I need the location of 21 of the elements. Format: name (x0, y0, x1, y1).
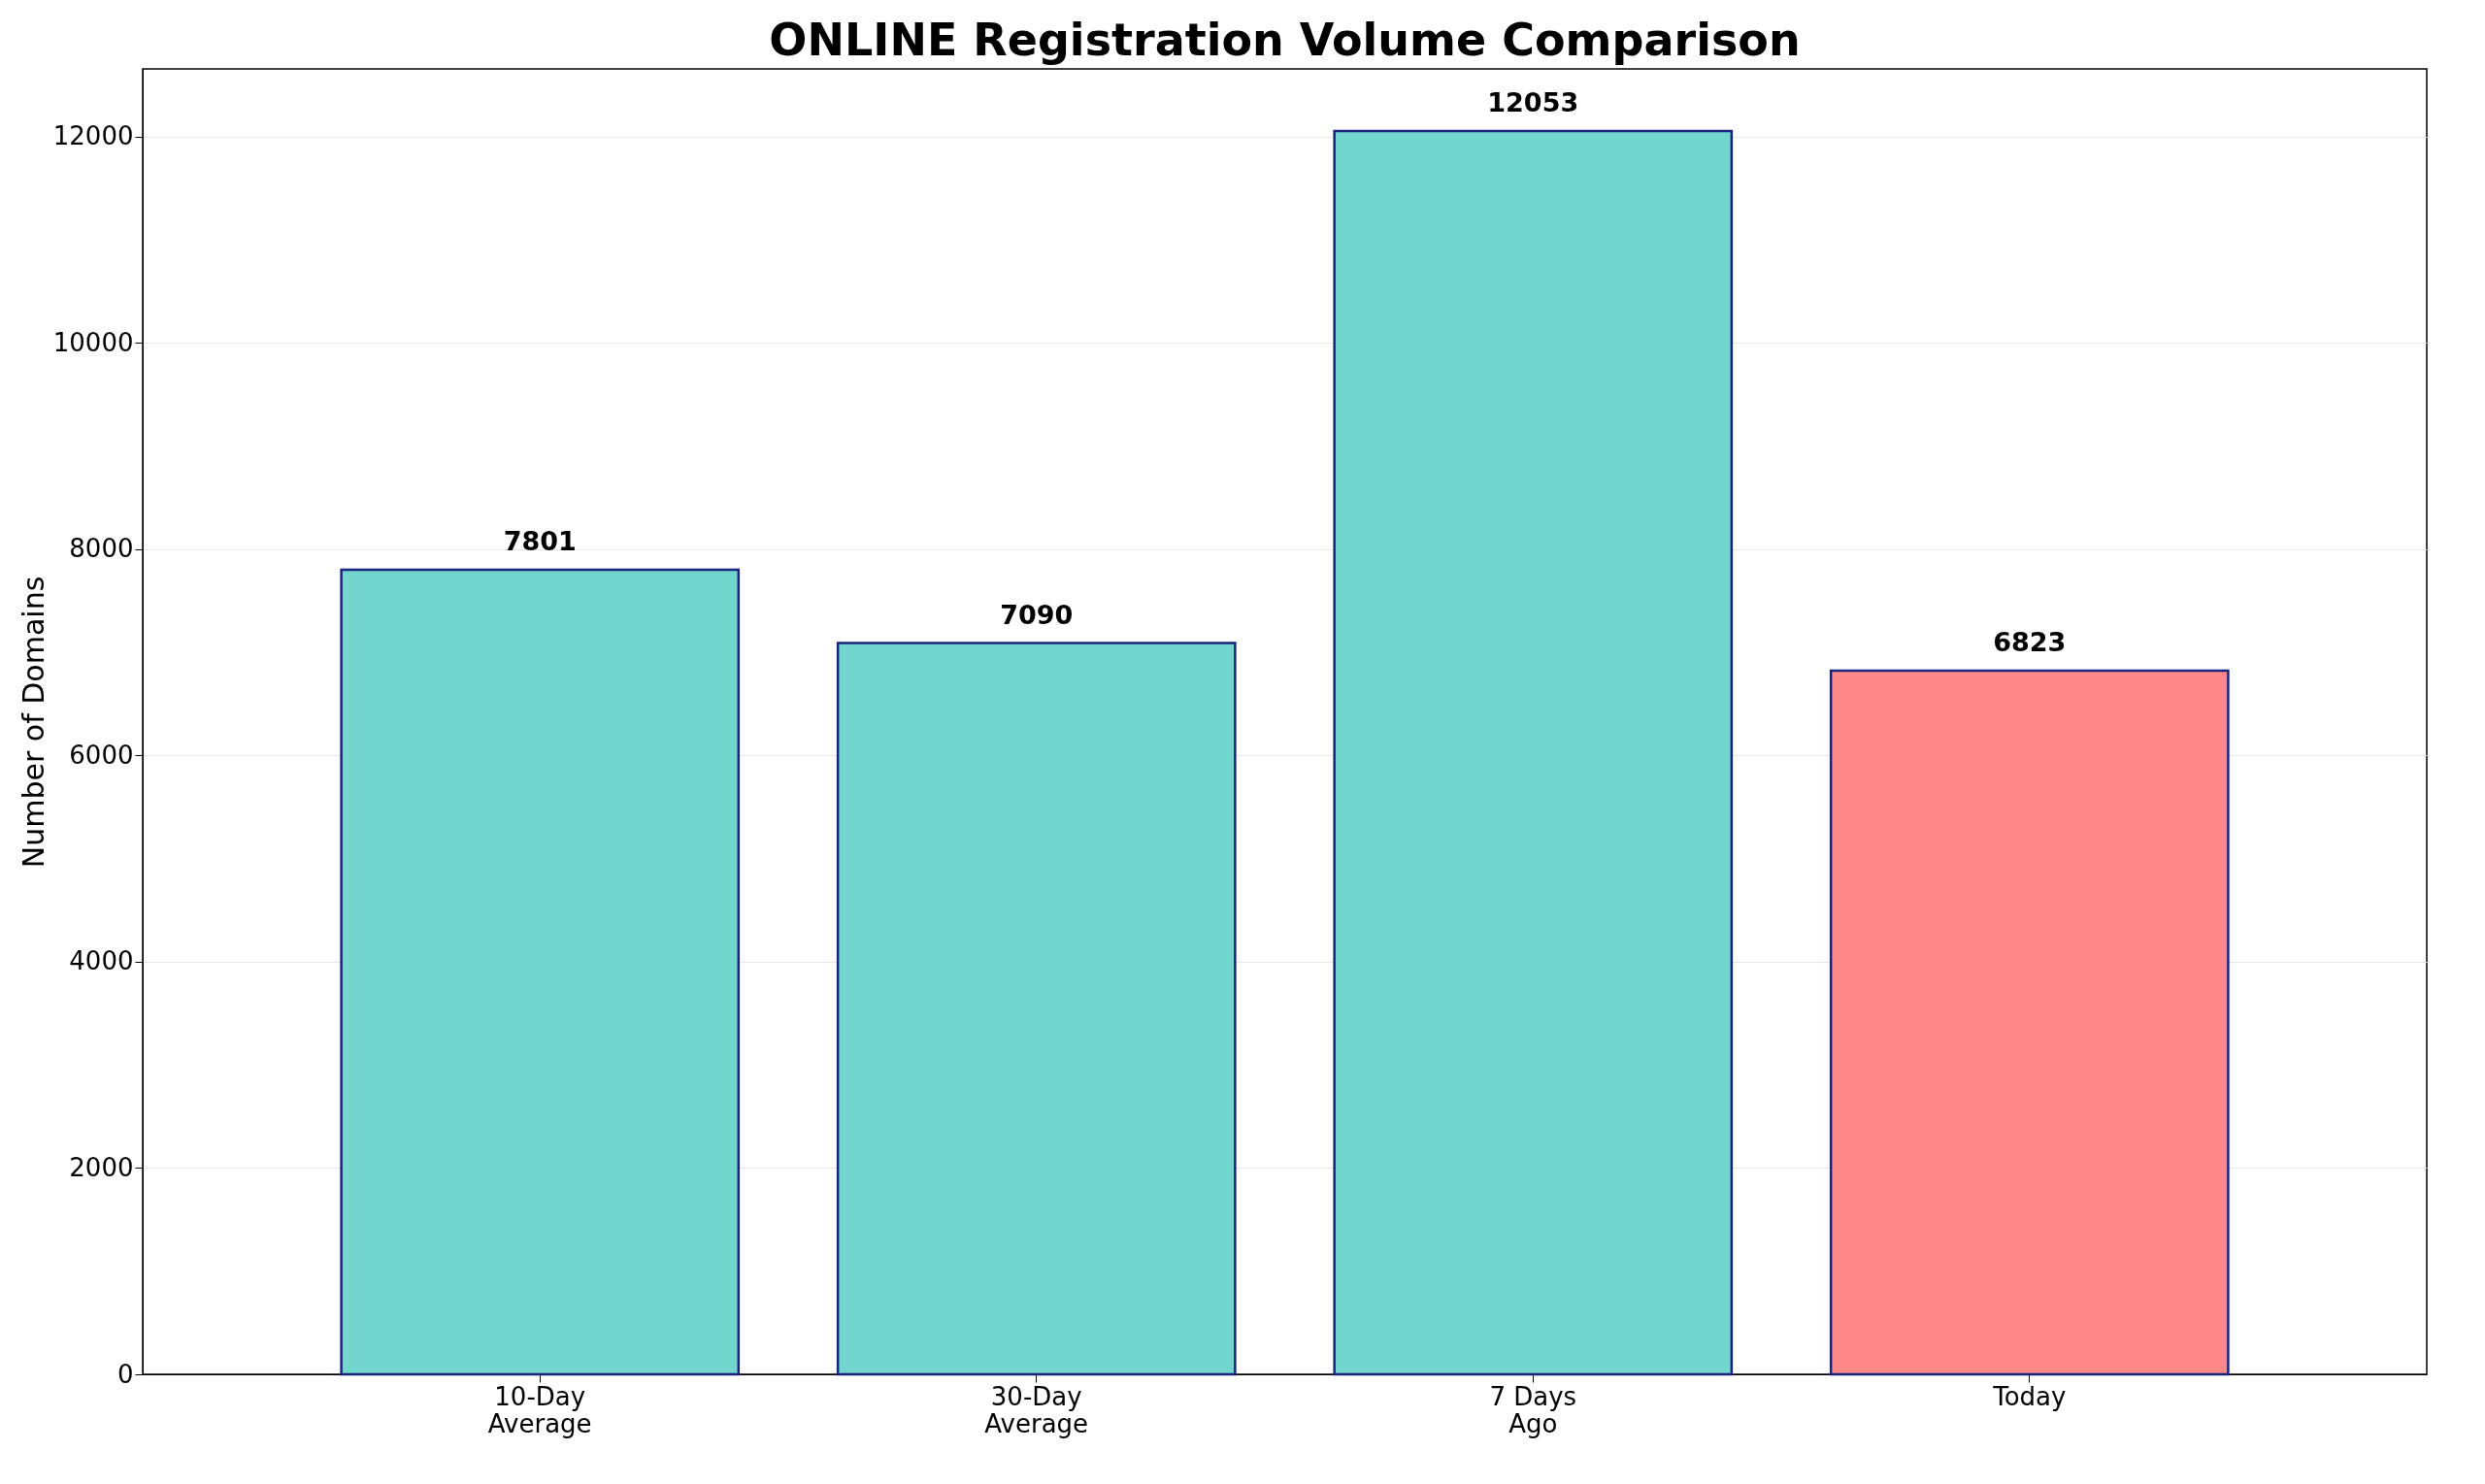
data-label: 6823 (1993, 626, 2067, 657)
bar (1333, 129, 1734, 1376)
data-label: 7090 (1000, 599, 1074, 630)
bar (836, 642, 1237, 1376)
y-tick-label: 6000 (69, 740, 134, 770)
x-tick-label: 7 Days Ago (1489, 1381, 1577, 1438)
y-tick-label: 10000 (52, 327, 134, 357)
x-tick-label: 10-Day Average (487, 1381, 592, 1438)
chart-title: ONLINE Registration Volume Comparison (769, 14, 1801, 66)
y-tick-label: 0 (116, 1359, 134, 1389)
data-label: 7801 (503, 525, 577, 556)
y-tick-label: 2000 (69, 1152, 134, 1182)
x-tick-label: 30-Day Average (984, 1381, 1089, 1438)
y-axis-title: Number of Domains (16, 576, 50, 869)
y-tick-label: 4000 (69, 946, 134, 976)
data-label: 12053 (1487, 87, 1579, 118)
bar (340, 568, 741, 1376)
x-tick-label: Today (1992, 1381, 2067, 1411)
y-tick-label: 8000 (69, 534, 134, 564)
bar (1829, 669, 2230, 1376)
y-tick-label: 12000 (52, 121, 134, 151)
